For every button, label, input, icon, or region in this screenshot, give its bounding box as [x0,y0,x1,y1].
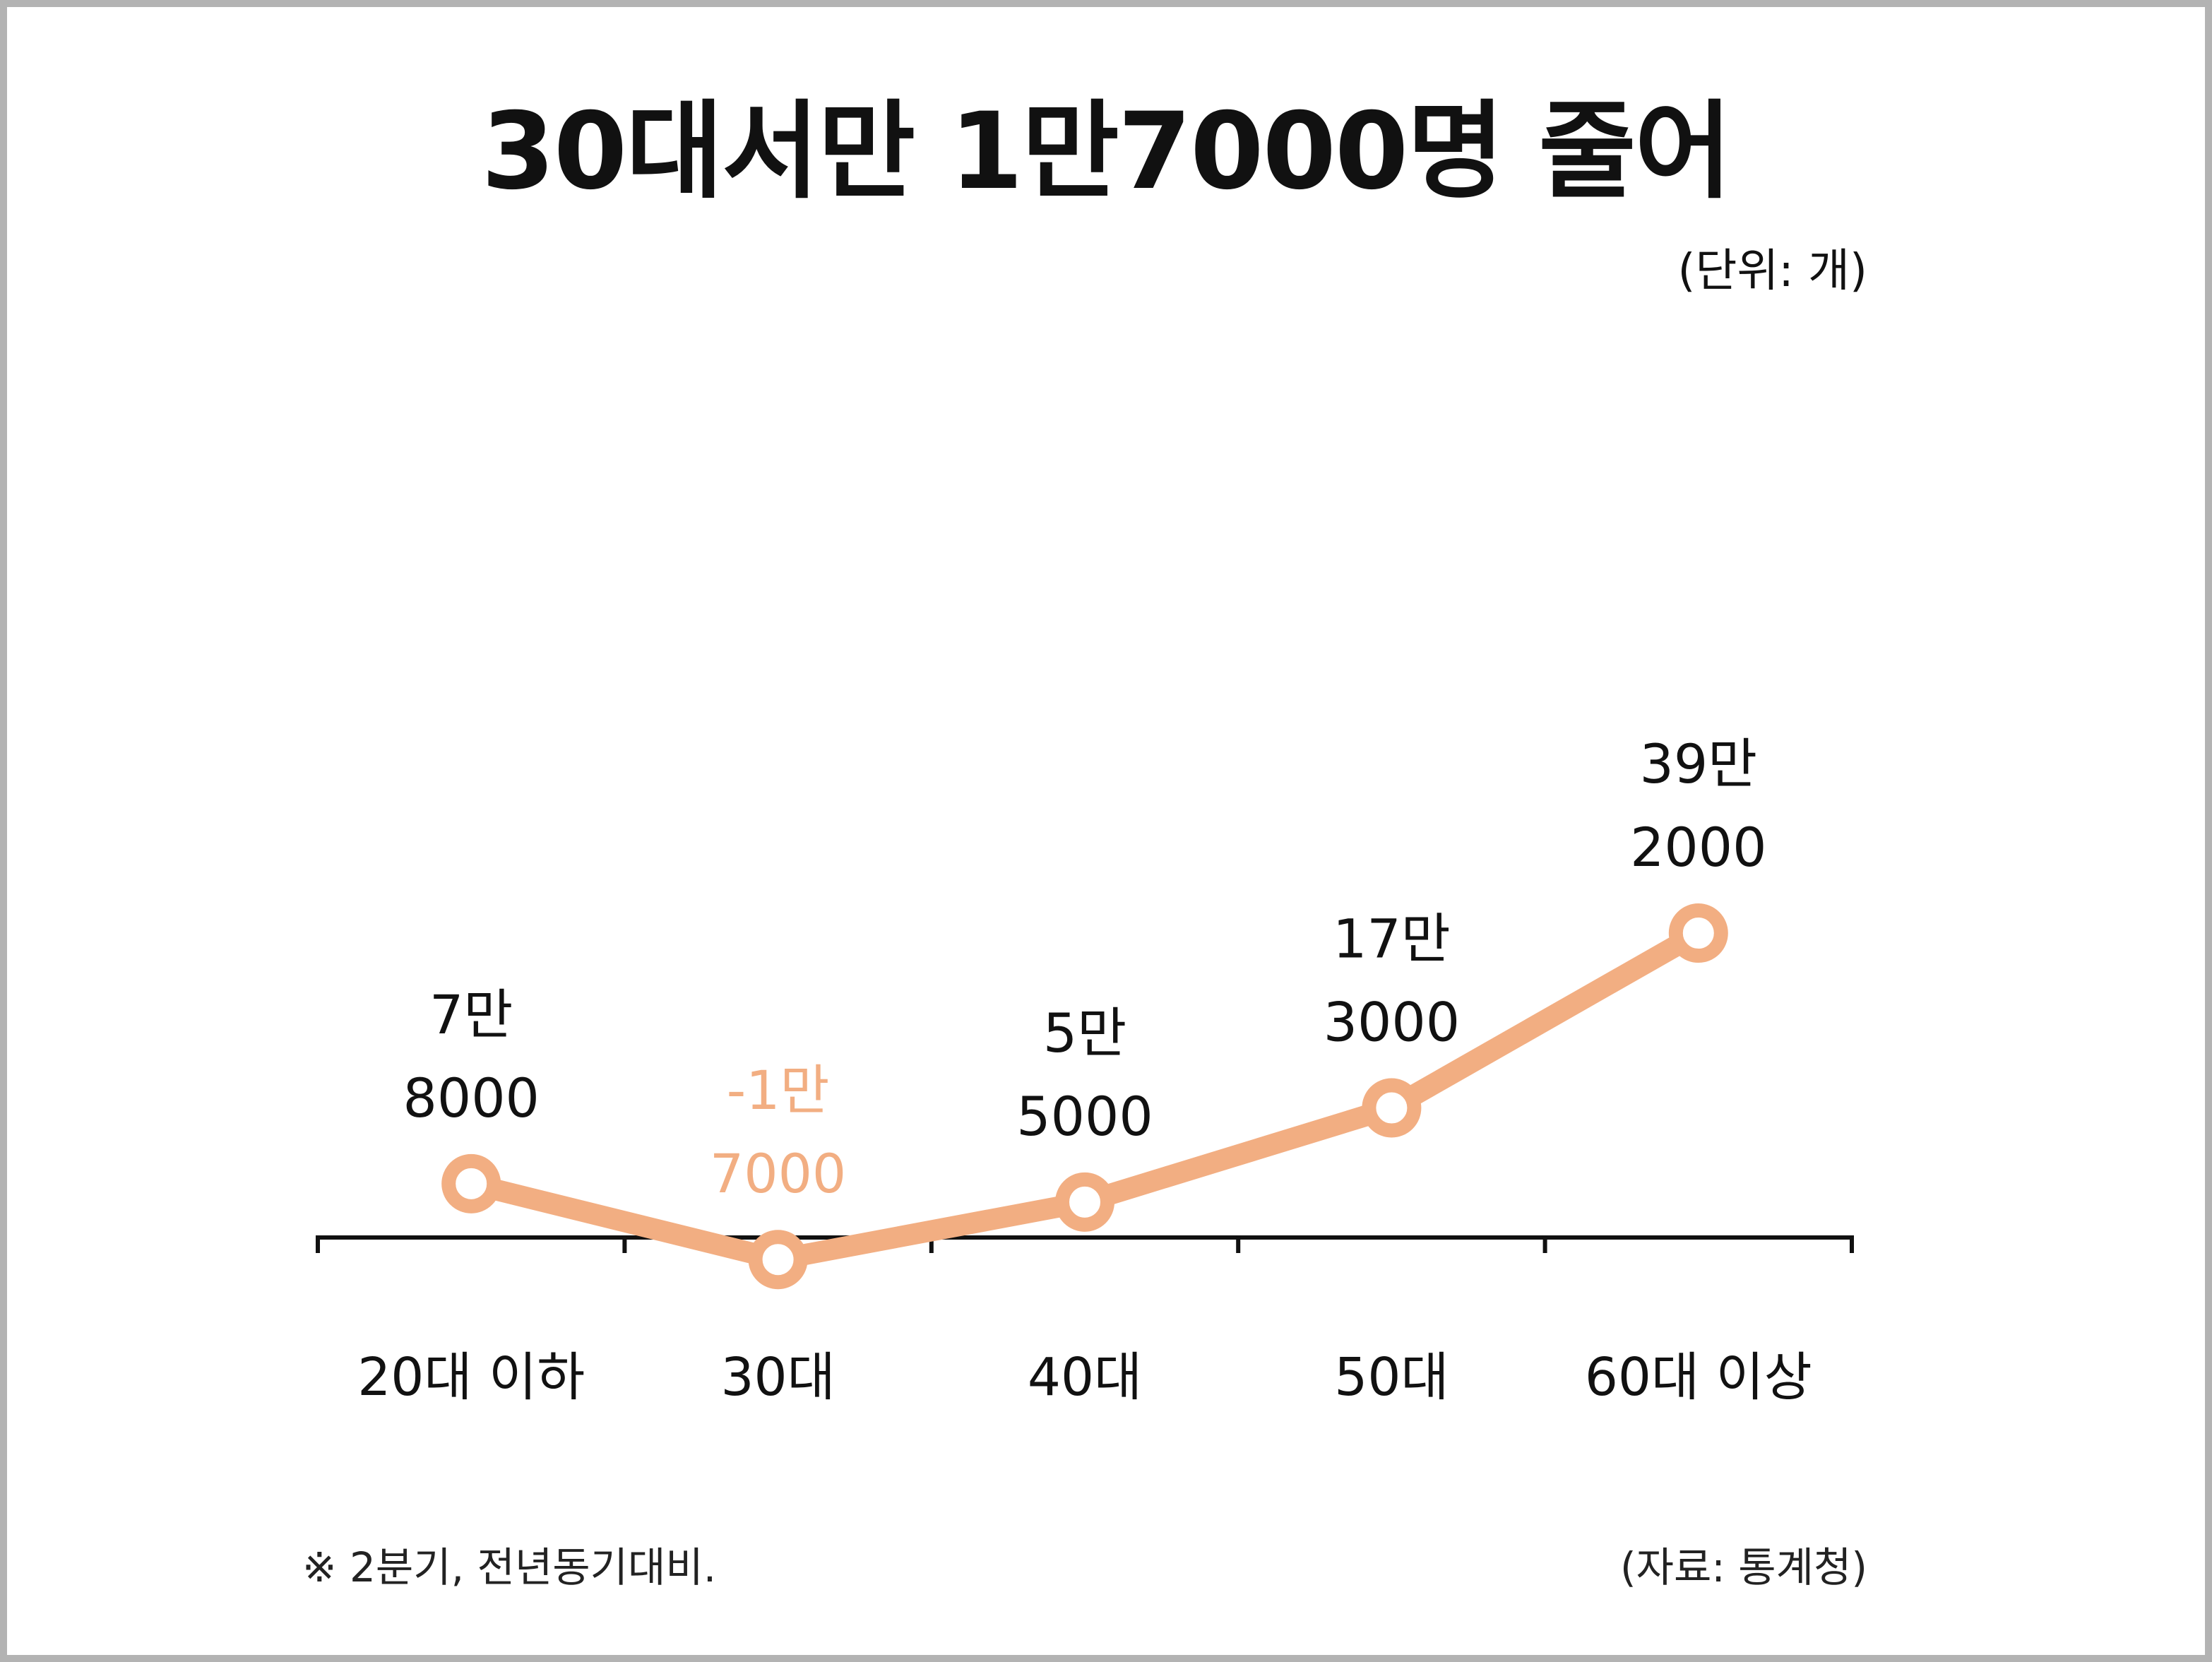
footnote: ※ 2분기, 전년동기대비. [302,1543,717,1591]
source-note: (자료: 통계청) [1619,1543,1867,1591]
data-label: 2000 [1630,816,1766,879]
data-point-marker [1362,1078,1422,1138]
data-label: 8000 [403,1067,539,1129]
x-tick-label: 20대 이하 [357,1347,585,1408]
data-label: 7000 [710,1142,846,1205]
x-tick-label: 60대 이상 [1585,1347,1812,1408]
chart-title: 30대서만 1만7000명 줄어 [481,90,1732,213]
data-label: 3000 [1324,991,1460,1054]
data-label: 5만 [1043,1002,1126,1064]
x-tick-label: 50대 [1334,1347,1449,1408]
data-point-marker [441,1153,501,1213]
data-label: 39만 [1639,732,1757,795]
x-tick-label: 40대 [1028,1347,1142,1408]
unit-label: (단위: 개) [1677,245,1867,297]
data-point-marker [748,1230,808,1290]
data-label: -1만 [727,1059,830,1122]
data-point-marker [1055,1172,1114,1232]
data-label: 7만 [429,983,513,1046]
data-point-marker [1668,903,1728,963]
x-tick-label: 30대 [720,1347,835,1408]
data-label: 5000 [1016,1085,1153,1148]
data-label: 17만 [1333,908,1451,971]
